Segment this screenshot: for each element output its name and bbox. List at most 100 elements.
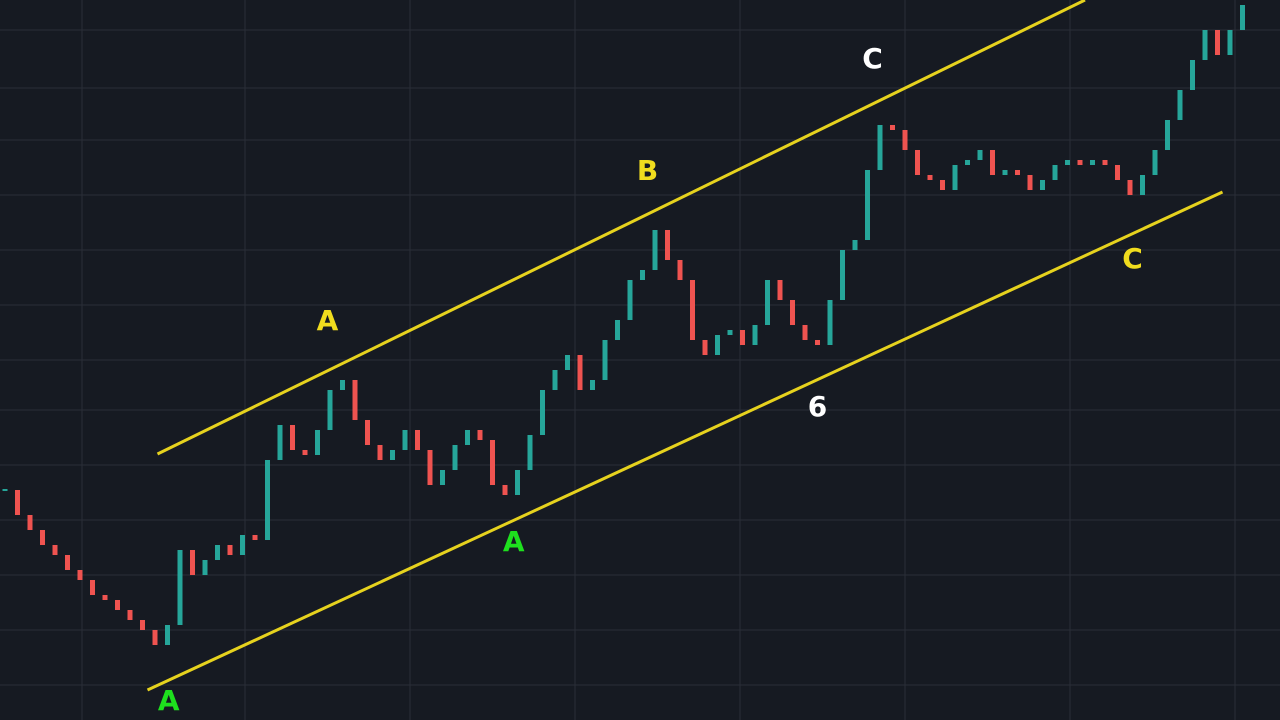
candle: [515, 470, 520, 495]
candle: [865, 170, 870, 240]
wave-label: 6: [808, 390, 827, 423]
candle: [115, 600, 120, 610]
candle: [177, 550, 183, 625]
candle: [1015, 170, 1020, 175]
wave-label: A: [158, 684, 180, 717]
trend-line: [146, 190, 1224, 692]
candle: [465, 430, 470, 445]
candle: [165, 625, 170, 645]
candle: [1090, 160, 1095, 165]
candle: [102, 595, 108, 600]
candle: [365, 420, 370, 445]
candle: [940, 180, 945, 190]
candle: [602, 340, 608, 380]
candle: [527, 435, 533, 470]
candle: [315, 430, 320, 455]
candle: [727, 330, 733, 335]
candle: [665, 230, 670, 260]
candle: [340, 380, 345, 390]
candle: [902, 130, 908, 150]
candle: [502, 485, 508, 495]
candle: [390, 450, 395, 460]
candle: [77, 570, 83, 580]
candle: [402, 430, 408, 450]
candle: [615, 320, 620, 340]
candle: [265, 460, 270, 540]
candle: [540, 390, 545, 435]
candle: [240, 535, 245, 555]
candle: [415, 430, 420, 450]
candle: [952, 165, 958, 190]
candle: [790, 300, 795, 325]
candle: [352, 380, 358, 420]
candle: [27, 515, 33, 530]
wave-label: C: [862, 42, 883, 75]
candle: [1115, 165, 1120, 180]
candle: [65, 555, 70, 570]
candle: [1190, 60, 1195, 90]
candle: [702, 340, 708, 355]
candle: [715, 335, 720, 355]
candle: [1227, 30, 1233, 55]
candle: [440, 470, 445, 485]
candle: [640, 270, 645, 280]
candle: [827, 300, 833, 345]
candle: [1152, 150, 1158, 175]
wave-label: B: [637, 154, 658, 187]
candle: [90, 580, 95, 595]
candle: [1127, 180, 1133, 195]
candle: [1140, 175, 1145, 195]
candle: [1215, 30, 1220, 55]
candle: [477, 430, 483, 440]
candle: [190, 550, 195, 575]
candle: [677, 260, 683, 280]
candle: [1052, 165, 1058, 180]
candle: [15, 490, 20, 515]
candle: [52, 545, 58, 555]
candle: [777, 280, 783, 300]
candle: [290, 425, 295, 450]
wave-label: C: [1122, 242, 1143, 275]
candle: [152, 630, 158, 645]
candle: [1240, 5, 1245, 30]
candle: [965, 160, 970, 165]
candle: [252, 535, 258, 540]
trend-line: [156, 0, 1086, 456]
candle: [2, 489, 8, 491]
candle: [1065, 160, 1070, 165]
candle: [277, 425, 283, 460]
candle: [652, 230, 658, 270]
candle: [890, 125, 895, 130]
candle: [927, 175, 933, 180]
wave-label: A: [317, 304, 339, 337]
candle: [877, 125, 883, 170]
candle: [377, 445, 383, 460]
candle: [740, 330, 745, 345]
candle: [1202, 30, 1208, 60]
candle: [915, 150, 920, 175]
candle: [815, 340, 820, 345]
candle: [627, 280, 633, 320]
candle: [140, 620, 145, 630]
candle: [127, 610, 133, 620]
candle: [977, 150, 983, 160]
candle: [802, 325, 808, 340]
candle: [590, 380, 595, 390]
candle: [852, 240, 858, 250]
candle: [1027, 175, 1033, 190]
candle: [990, 150, 995, 175]
candle: [565, 355, 570, 370]
candle: [452, 445, 458, 470]
candle: [1002, 170, 1008, 175]
candle: [490, 440, 495, 485]
candle: [752, 325, 758, 345]
candle: [690, 280, 695, 340]
candle: [302, 450, 308, 455]
candle: [40, 530, 45, 545]
candle: [227, 545, 233, 555]
candle: [427, 450, 433, 485]
candle: [577, 355, 583, 390]
candle: [1040, 180, 1045, 190]
